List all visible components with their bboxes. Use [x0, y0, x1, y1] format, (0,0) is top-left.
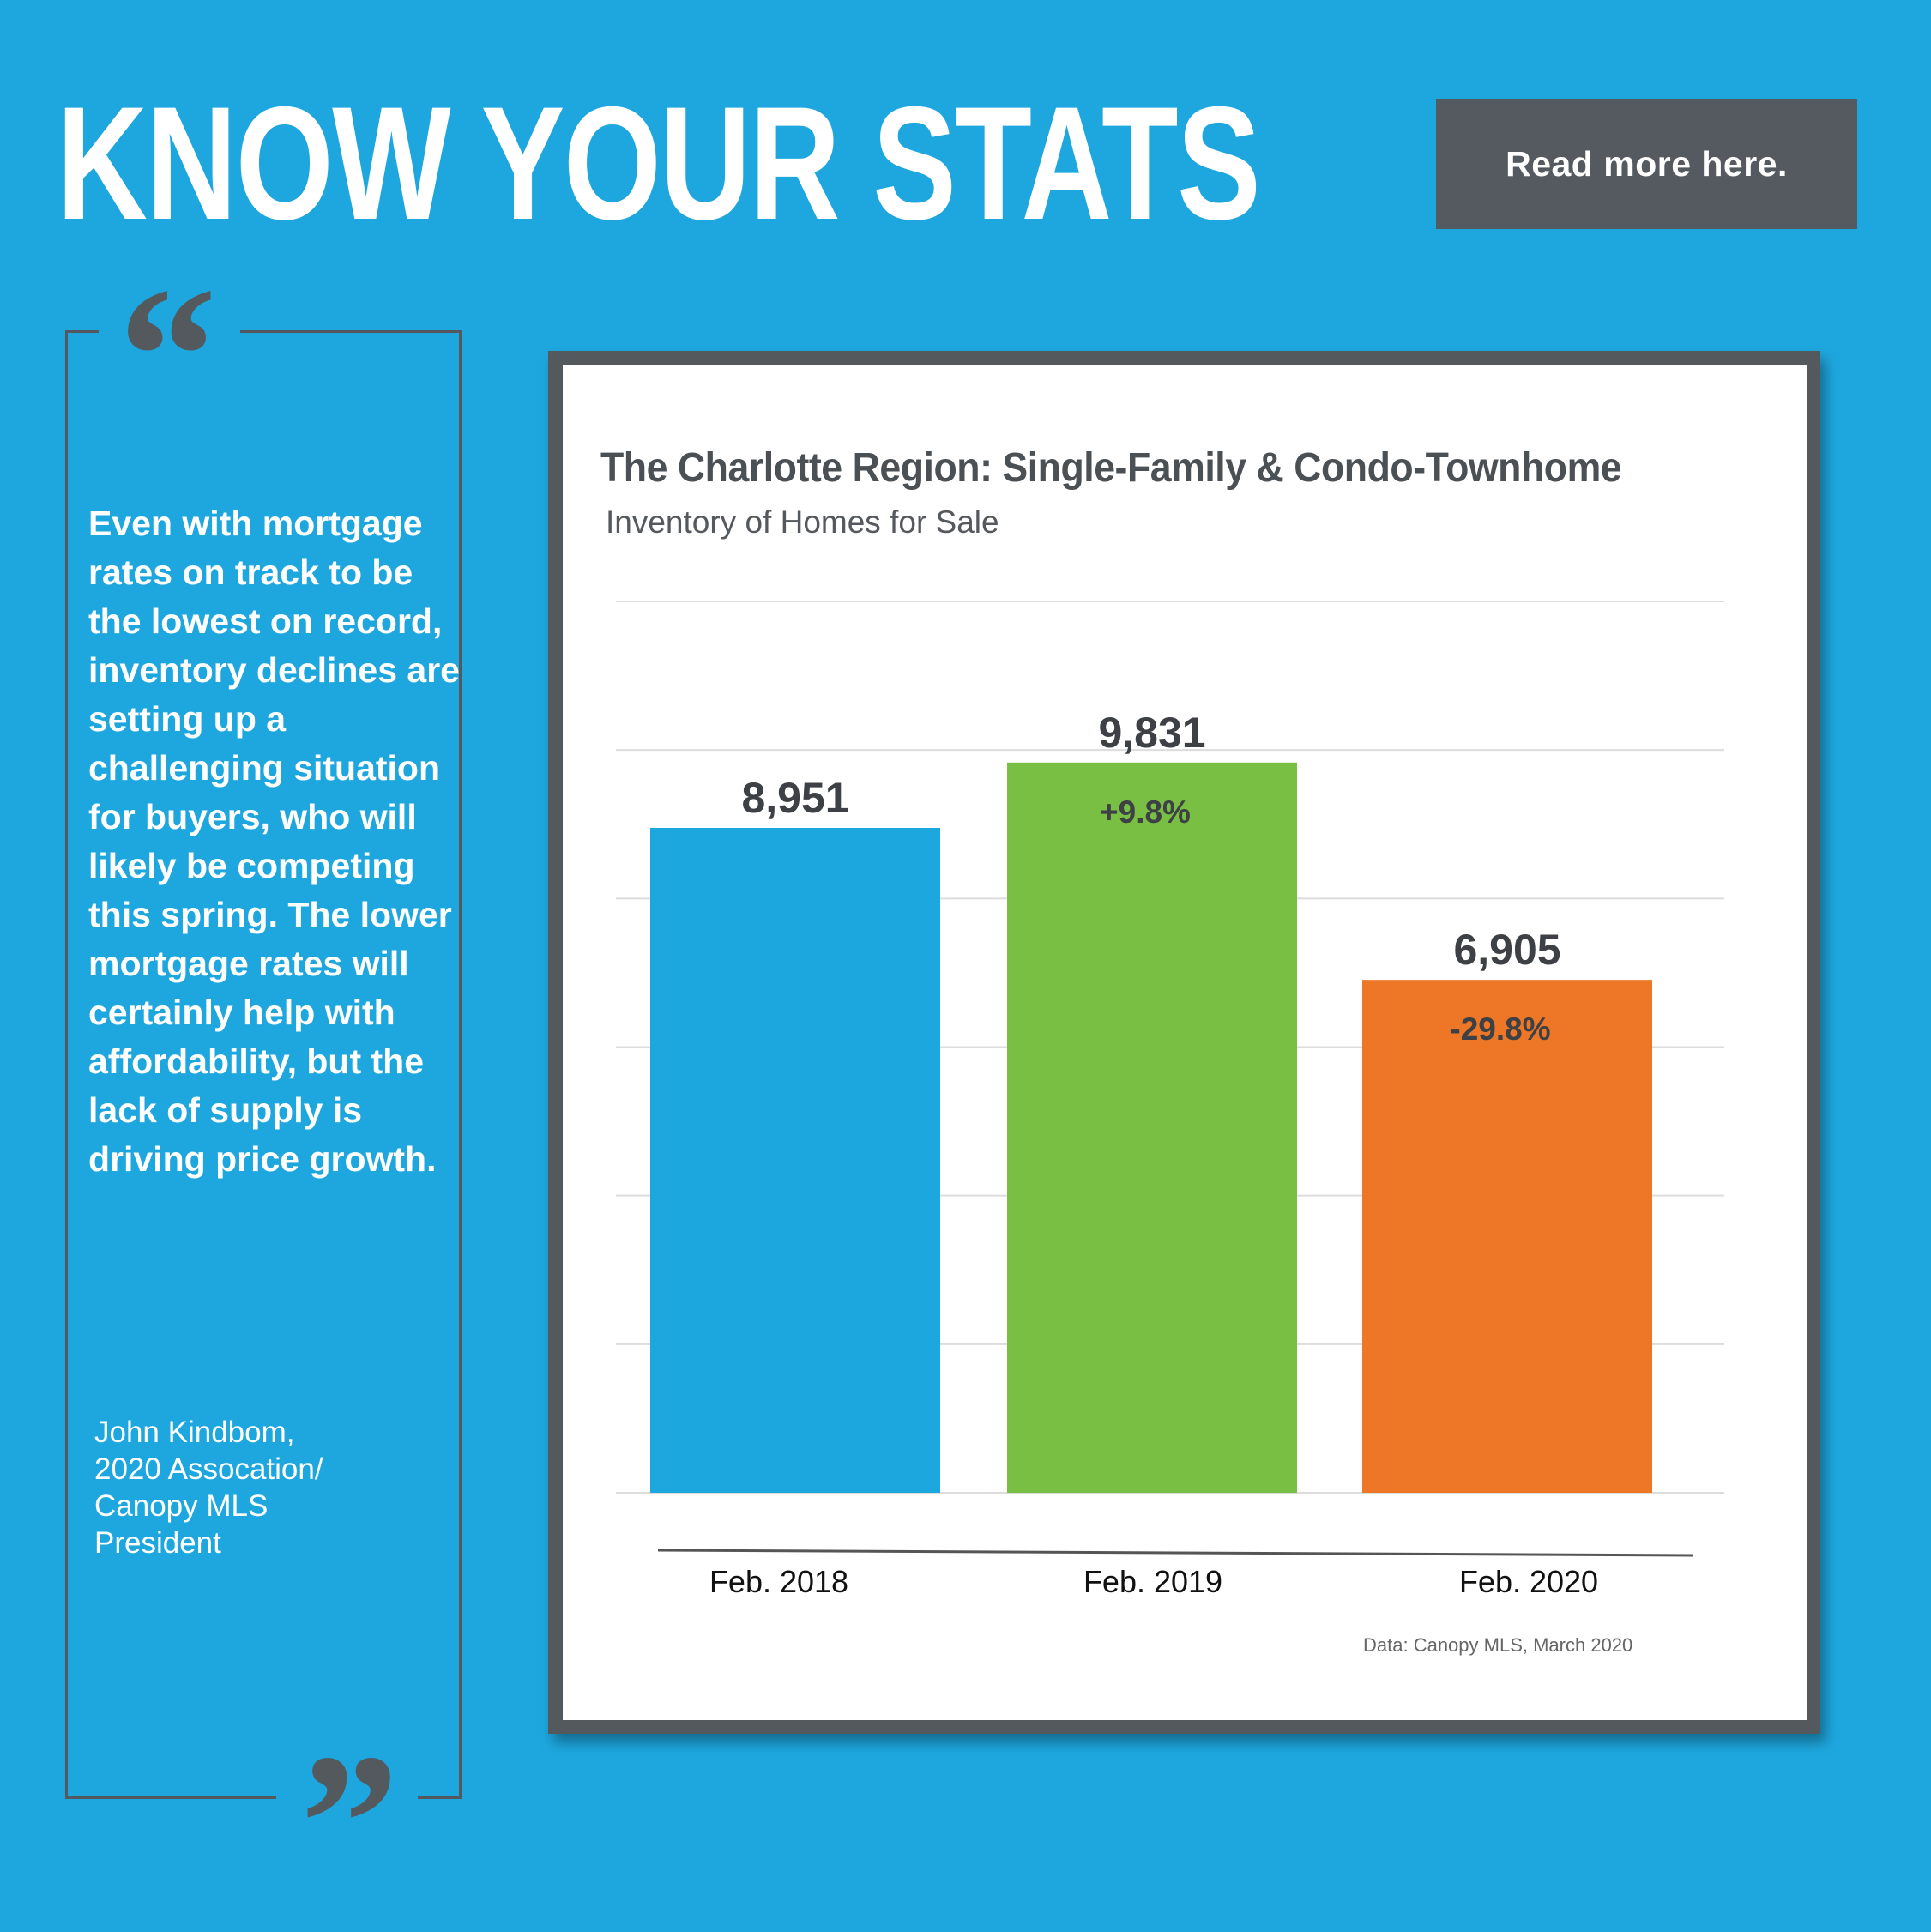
attribution-line: Canopy MLS [94, 1489, 269, 1523]
quote-attribution: John Kindbom, 2020 Assocation/ Canopy ML… [94, 1414, 437, 1561]
x-tick-label: Feb. 2019 [1083, 1564, 1222, 1599]
quote-text: Even with mortgage rates on track to be … [88, 504, 460, 1179]
headline: KNOW YOUR STATS [57, 73, 1261, 253]
bar-value-label: 8,951 [741, 774, 848, 822]
bar [650, 827, 940, 1493]
bar-value-label: 9,831 [1098, 709, 1205, 757]
x-tick-label: Feb. 2018 [709, 1564, 848, 1599]
quote-box [65, 330, 462, 1799]
bar [1362, 980, 1652, 1493]
attribution-line: 2020 Assocation/ [94, 1452, 323, 1486]
attribution-line: John Kindbom, [94, 1416, 295, 1449]
open-quote-icon: “ [118, 246, 217, 465]
read-more-button[interactable]: Read more here. [1436, 99, 1857, 229]
close-quote-icon: ” [300, 1713, 399, 1932]
chart-subtitle: Inventory of Homes for Sale [606, 504, 999, 540]
x-tick-label: Feb. 2020 [1459, 1564, 1598, 1599]
chart-title: The Charlotte Region: Single-Family & Co… [600, 445, 1622, 491]
bar-value-label: 6,905 [1453, 926, 1560, 974]
bar-change-label: -29.8% [1450, 1011, 1550, 1047]
attribution-line: President [94, 1526, 221, 1560]
open-quote-backdrop [99, 276, 240, 383]
chart-source: Data: Canopy MLS, March 2020 [1363, 1634, 1633, 1656]
close-quote-backdrop [276, 1767, 418, 1836]
bar [1007, 762, 1297, 1493]
bar-change-label: +9.8% [1100, 794, 1191, 830]
x-axis-line [657, 1549, 1694, 1557]
